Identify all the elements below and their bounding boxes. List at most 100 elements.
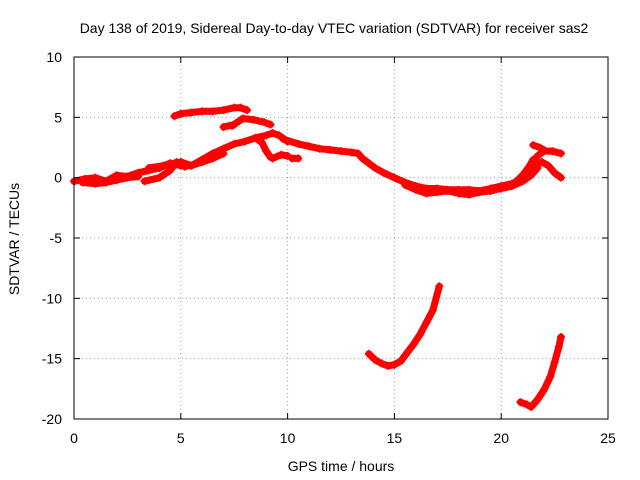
data-point <box>230 139 239 148</box>
y-tick-label: -10 <box>42 290 62 306</box>
data-point <box>134 172 143 181</box>
x-axis-label: GPS time / hours <box>288 458 395 474</box>
y-tick-label: 0 <box>54 170 62 186</box>
grid <box>74 57 608 419</box>
data-point <box>219 122 228 131</box>
data-point <box>554 342 563 351</box>
series-arc-7 <box>219 120 239 131</box>
data-series <box>70 103 566 411</box>
data-point <box>401 180 410 189</box>
data-point <box>294 139 303 148</box>
data-point <box>546 372 555 381</box>
data-point <box>262 147 271 156</box>
data-point <box>486 186 495 195</box>
y-tick-label: 10 <box>46 49 62 65</box>
data-point <box>304 142 313 151</box>
x-tick-label: 15 <box>387 430 403 446</box>
data-point <box>275 131 284 140</box>
data-point <box>527 402 536 411</box>
data-point <box>497 184 506 193</box>
series-arc-15 <box>529 141 548 154</box>
data-point <box>435 282 444 291</box>
data-point <box>155 173 164 182</box>
data-point <box>422 318 431 327</box>
data-point <box>409 340 418 349</box>
data-point <box>533 164 542 173</box>
y-tick-label: 5 <box>54 109 62 125</box>
data-point <box>123 173 132 182</box>
data-point <box>243 106 252 115</box>
data-point <box>266 120 275 129</box>
data-point <box>428 306 437 315</box>
data-point <box>465 190 474 199</box>
data-point <box>443 186 452 195</box>
data-point <box>518 171 527 180</box>
data-point <box>240 137 249 146</box>
series-line <box>365 282 443 370</box>
data-point <box>208 154 217 163</box>
y-tick-label: -20 <box>42 411 62 427</box>
data-point <box>238 114 247 123</box>
data-point <box>544 161 553 170</box>
data-point <box>377 359 386 368</box>
data-point <box>78 178 87 187</box>
data-point <box>510 179 519 188</box>
series-arc-11 <box>279 135 566 195</box>
y-axis-label: SDTVAR / TECUs <box>6 183 22 295</box>
data-point <box>279 135 288 144</box>
data-point <box>262 131 271 140</box>
data-point <box>475 188 484 197</box>
data-point <box>383 361 392 370</box>
data-point <box>198 157 207 166</box>
data-point <box>219 149 228 158</box>
data-point <box>557 149 566 158</box>
data-point <box>187 161 196 170</box>
data-point <box>516 398 525 407</box>
data-point <box>354 149 363 158</box>
data-point <box>358 154 367 163</box>
data-point <box>371 164 380 173</box>
data-point <box>379 168 388 177</box>
data-point <box>236 103 245 112</box>
data-point <box>198 107 207 116</box>
x-tick-label: 25 <box>600 430 616 446</box>
axis-ticks: 0 5 10 15 20 25 -20 -15 -10 -5 0 5 10 <box>42 49 616 446</box>
series-arc-5 <box>170 103 252 121</box>
data-point <box>390 360 399 369</box>
data-point <box>527 171 536 180</box>
data-point <box>522 400 531 409</box>
data-point <box>548 147 557 156</box>
data-point <box>533 395 542 404</box>
data-point <box>249 115 258 124</box>
chart-title: Day 138 of 2019, Sidereal Day-to-day VTE… <box>80 20 589 36</box>
data-point <box>176 109 185 118</box>
data-point <box>422 189 431 198</box>
data-point <box>277 150 286 159</box>
x-tick-label: 20 <box>493 430 509 446</box>
data-point <box>91 179 100 188</box>
y-tick-label: -5 <box>50 230 63 246</box>
data-point <box>337 147 345 156</box>
data-point <box>144 164 153 173</box>
data-point <box>326 145 335 154</box>
data-point <box>208 107 217 116</box>
data-point <box>411 185 420 194</box>
data-point <box>112 176 121 185</box>
data-point <box>403 348 412 357</box>
x-tick-label: 0 <box>70 430 78 446</box>
data-point <box>176 157 185 166</box>
data-point <box>557 173 566 182</box>
data-point <box>416 330 425 339</box>
series-arc-12 <box>401 164 542 199</box>
data-point <box>187 108 196 117</box>
series-arc-4 <box>144 149 228 173</box>
data-point <box>527 161 536 170</box>
data-point <box>347 148 356 157</box>
data-point <box>268 129 277 138</box>
y-tick-label: -15 <box>42 351 62 367</box>
data-point <box>364 349 373 358</box>
series-arc-10 <box>287 154 303 163</box>
series-arc-17 <box>516 332 566 411</box>
series-line <box>252 134 274 161</box>
